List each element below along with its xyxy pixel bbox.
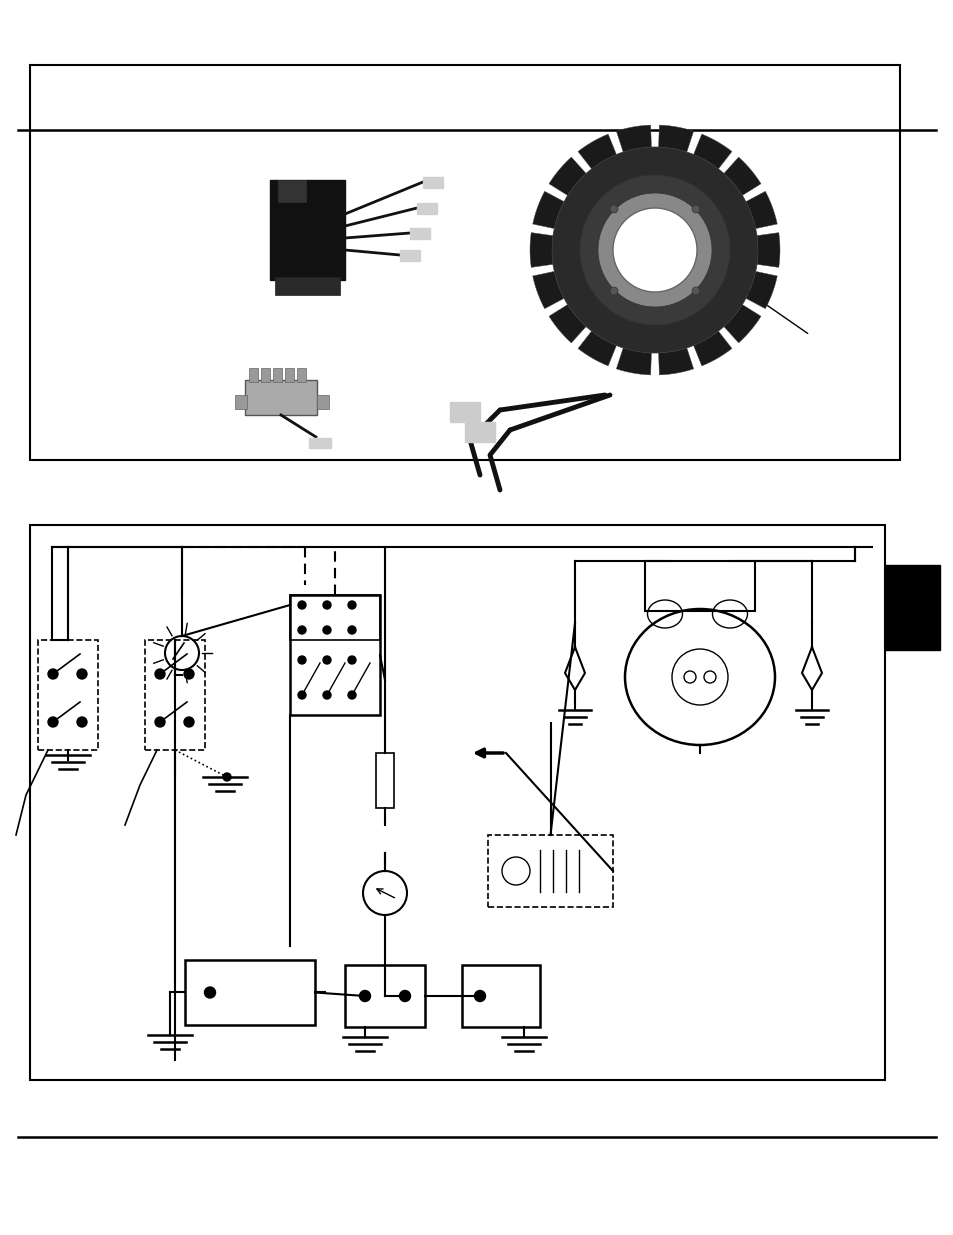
Circle shape	[323, 656, 331, 664]
Circle shape	[204, 987, 215, 998]
Circle shape	[579, 175, 729, 325]
Bar	[345, 965, 424, 1028]
Circle shape	[613, 207, 697, 291]
Bar	[416, 203, 436, 214]
Bar	[290, 595, 379, 640]
Circle shape	[598, 193, 711, 308]
Polygon shape	[745, 272, 777, 309]
Circle shape	[348, 626, 355, 634]
Polygon shape	[578, 135, 616, 169]
Polygon shape	[548, 157, 585, 195]
Bar	[296, 368, 306, 382]
Circle shape	[348, 601, 355, 609]
Polygon shape	[616, 125, 651, 152]
Bar	[399, 249, 419, 261]
Circle shape	[359, 990, 370, 1002]
Polygon shape	[616, 348, 651, 375]
Circle shape	[297, 656, 306, 664]
Bar	[30, 65, 899, 459]
Bar	[261, 368, 270, 382]
Circle shape	[184, 669, 193, 679]
Circle shape	[691, 205, 700, 212]
Bar	[410, 227, 430, 238]
Bar	[274, 277, 339, 295]
Polygon shape	[693, 135, 731, 169]
Circle shape	[154, 718, 165, 727]
Bar	[249, 368, 257, 382]
Circle shape	[48, 718, 58, 727]
Circle shape	[348, 656, 355, 664]
Bar	[273, 368, 282, 382]
Circle shape	[77, 669, 87, 679]
Bar	[464, 422, 495, 442]
Circle shape	[48, 669, 58, 679]
Bar	[316, 395, 329, 409]
Circle shape	[184, 718, 193, 727]
Polygon shape	[723, 157, 760, 195]
Bar	[884, 564, 939, 650]
Circle shape	[297, 601, 306, 609]
Circle shape	[348, 692, 355, 699]
Circle shape	[297, 626, 306, 634]
Polygon shape	[658, 125, 693, 152]
Polygon shape	[578, 331, 616, 366]
Circle shape	[297, 692, 306, 699]
Bar	[644, 561, 754, 611]
Polygon shape	[532, 191, 563, 228]
Circle shape	[609, 205, 618, 212]
Circle shape	[474, 990, 485, 1002]
Polygon shape	[532, 272, 563, 309]
Bar	[38, 640, 98, 750]
Circle shape	[323, 692, 331, 699]
Bar	[290, 595, 379, 715]
Polygon shape	[530, 232, 553, 268]
Polygon shape	[756, 232, 780, 268]
Bar	[270, 180, 345, 280]
Bar	[30, 525, 884, 1079]
Circle shape	[323, 601, 331, 609]
Circle shape	[691, 287, 700, 295]
Bar	[234, 395, 247, 409]
Bar	[450, 403, 479, 422]
Polygon shape	[658, 348, 693, 375]
Polygon shape	[693, 331, 731, 366]
Bar	[309, 438, 331, 448]
Circle shape	[223, 773, 231, 781]
Bar	[461, 965, 539, 1028]
Bar	[185, 960, 314, 1025]
Polygon shape	[745, 191, 777, 228]
Circle shape	[399, 990, 410, 1002]
Circle shape	[609, 287, 618, 295]
Bar	[488, 835, 613, 906]
Bar	[245, 380, 316, 415]
Circle shape	[552, 147, 758, 353]
Bar	[375, 752, 394, 808]
Polygon shape	[548, 305, 585, 343]
Polygon shape	[723, 305, 760, 343]
Bar	[277, 180, 306, 203]
Bar	[145, 640, 205, 750]
Circle shape	[154, 669, 165, 679]
Circle shape	[323, 626, 331, 634]
Circle shape	[77, 718, 87, 727]
Bar	[422, 177, 442, 188]
Bar	[285, 368, 294, 382]
